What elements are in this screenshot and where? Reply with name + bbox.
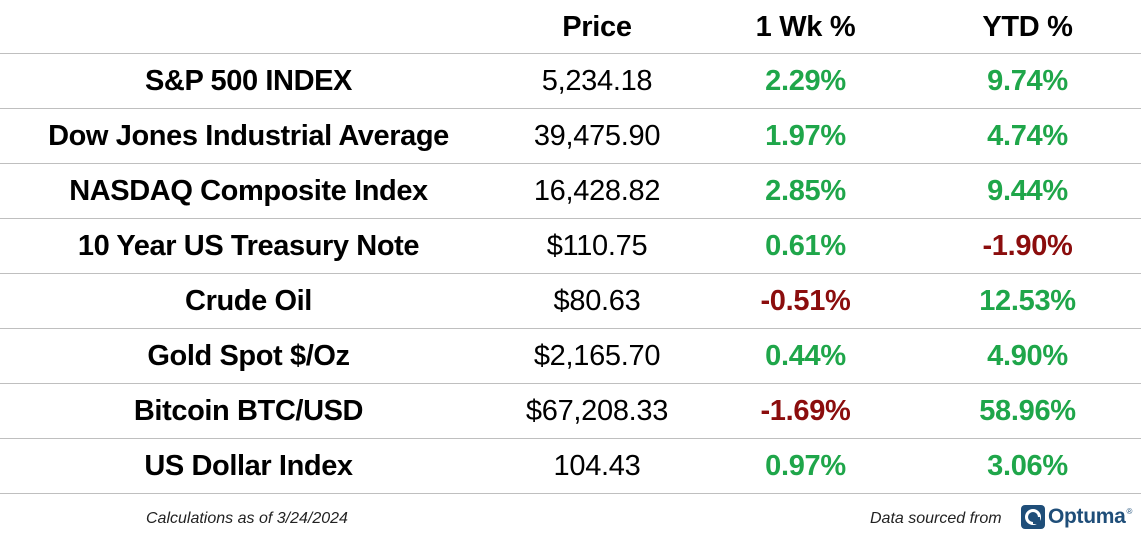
- week-change-value: 1.97%: [765, 119, 846, 152]
- ytd-change-value: 58.96%: [979, 394, 1076, 427]
- price-value: 16,428.82: [533, 174, 661, 207]
- instrument-name: NASDAQ Composite Index: [69, 174, 428, 207]
- table-row: S&P 500 INDEX 5,234.18 2.29% 9.74%: [0, 54, 1141, 109]
- table-row: Gold Spot $/Oz $2,165.70 0.44% 4.90%: [0, 329, 1141, 384]
- instrument-name: 10 Year US Treasury Note: [77, 229, 420, 262]
- price-value: $2,165.70: [533, 339, 661, 372]
- ytd-change-value: 9.74%: [987, 64, 1068, 97]
- calculation-date-note: Calculations as of 3/24/2024: [146, 510, 348, 527]
- price-value: 104.43: [553, 449, 641, 482]
- table-header-row: Price 1 Wk % YTD %: [0, 0, 1141, 54]
- instrument-name: Gold Spot $/Oz: [147, 339, 350, 372]
- price-value: $80.63: [553, 284, 641, 317]
- logo-text: Optuma: [1048, 505, 1126, 528]
- price-value: $110.75: [546, 229, 648, 262]
- ytd-change-value: 4.74%: [987, 119, 1068, 152]
- price-value: 5,234.18: [541, 64, 653, 97]
- price-value: $67,208.33: [525, 394, 669, 427]
- ytd-change-value: -1.90%: [982, 229, 1073, 262]
- week-change-value: 2.29%: [765, 64, 846, 97]
- week-change-value: 0.97%: [765, 449, 846, 482]
- price-value: 39,475.90: [533, 119, 661, 152]
- header-week-change: 1 Wk %: [755, 11, 856, 43]
- week-change-value: 0.61%: [765, 229, 846, 262]
- optuma-logo-icon: [1021, 505, 1045, 529]
- table-row: 10 Year US Treasury Note $110.75 0.61% -…: [0, 219, 1141, 274]
- instrument-name: US Dollar Index: [144, 449, 353, 482]
- week-change-value: 2.85%: [765, 174, 846, 207]
- week-change-value: 0.44%: [765, 339, 846, 372]
- trademark-mark: ®: [1126, 507, 1133, 516]
- instrument-name: S&P 500 INDEX: [144, 64, 353, 97]
- footer: Calculations as of 3/24/2024 Data source…: [0, 495, 1141, 535]
- market-summary-table: Price 1 Wk % YTD % S&P 500 INDEX 5,234.1…: [0, 0, 1141, 494]
- ytd-change-value: 12.53%: [979, 284, 1076, 317]
- instrument-name: Bitcoin BTC/USD: [133, 394, 364, 427]
- week-change-value: -1.69%: [760, 394, 851, 427]
- ytd-change-value: 4.90%: [987, 339, 1068, 372]
- header-ytd-change: YTD %: [982, 11, 1073, 43]
- ytd-change-value: 3.06%: [987, 449, 1068, 482]
- data-source-note: Data sourced from: [870, 510, 1002, 527]
- instrument-name: Dow Jones Industrial Average: [48, 119, 449, 152]
- optuma-logo: Optuma ®: [1021, 503, 1132, 531]
- table-row: US Dollar Index 104.43 0.97% 3.06%: [0, 439, 1141, 494]
- instrument-name: Crude Oil: [185, 284, 312, 317]
- header-price: Price: [562, 11, 632, 43]
- table-row: Bitcoin BTC/USD $67,208.33 -1.69% 58.96%: [0, 384, 1141, 439]
- ytd-change-value: 9.44%: [987, 174, 1068, 207]
- table-row: Crude Oil $80.63 -0.51% 12.53%: [0, 274, 1141, 329]
- table-row: Dow Jones Industrial Average 39,475.90 1…: [0, 109, 1141, 164]
- week-change-value: -0.51%: [760, 284, 851, 317]
- table-row: NASDAQ Composite Index 16,428.82 2.85% 9…: [0, 164, 1141, 219]
